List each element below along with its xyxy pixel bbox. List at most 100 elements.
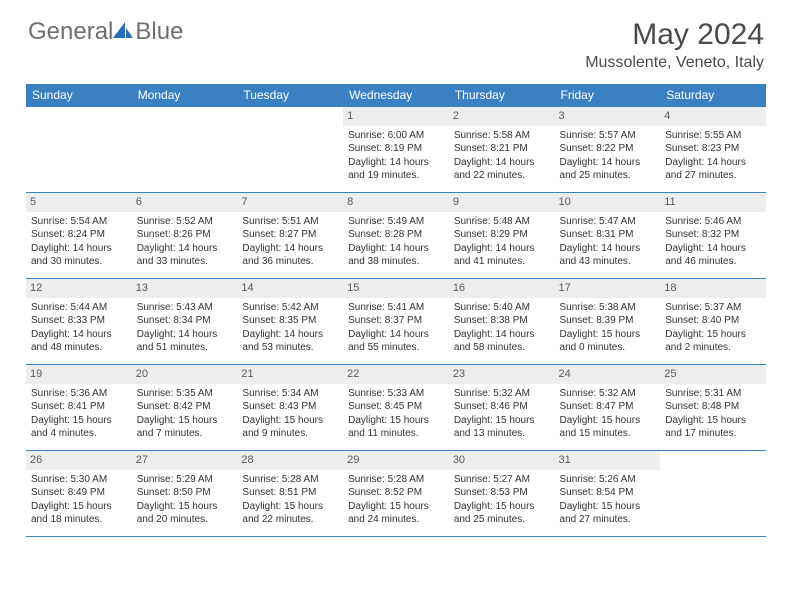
day-number: 15 xyxy=(343,279,449,298)
daylight-line1: Daylight: 14 hours xyxy=(348,156,444,170)
day-number: 17 xyxy=(555,279,661,298)
daylight-line2: and 7 minutes. xyxy=(137,427,233,441)
daylight-line1: Daylight: 15 hours xyxy=(560,414,656,428)
sunset-text: Sunset: 8:42 PM xyxy=(137,400,233,414)
day-number: 3 xyxy=(555,107,661,126)
daylight-line2: and 0 minutes. xyxy=(560,341,656,355)
calendar-week-row: 12Sunrise: 5:44 AMSunset: 8:33 PMDayligh… xyxy=(26,279,766,365)
weekday-header: Wednesday xyxy=(343,84,449,107)
calendar-day-cell: 18Sunrise: 5:37 AMSunset: 8:40 PMDayligh… xyxy=(660,279,766,365)
daylight-line2: and 25 minutes. xyxy=(454,513,550,527)
sunset-text: Sunset: 8:50 PM xyxy=(137,486,233,500)
daylight-line1: Daylight: 14 hours xyxy=(137,242,233,256)
daylight-line2: and 53 minutes. xyxy=(242,341,338,355)
page-header: General Blue May 2024 Mussolente, Veneto… xyxy=(0,0,792,76)
day-number: 1 xyxy=(343,107,449,126)
sunrise-text: Sunrise: 5:27 AM xyxy=(454,473,550,487)
calendar-day-cell xyxy=(237,107,343,193)
daylight-line1: Daylight: 14 hours xyxy=(348,242,444,256)
sunrise-text: Sunrise: 5:30 AM xyxy=(31,473,127,487)
calendar-day-cell: 23 Sunrise: 5:32 AMSunset: 8:46 PMDayligh… xyxy=(449,365,555,451)
sunrise-text: Sunrise: 5:29 AM xyxy=(137,473,233,487)
sunrise-text: Sunrise: 5:28 AM xyxy=(348,473,444,487)
calendar-day-cell: 16Sunrise: 5:40 AMSunset: 8:38 PMDayligh… xyxy=(449,279,555,365)
daylight-line1: Daylight: 14 hours xyxy=(137,328,233,342)
sunset-text: Sunset: 8:34 PM xyxy=(137,314,233,328)
calendar-day-cell: 14Sunrise: 5:42 AMSunset: 8:35 PMDayligh… xyxy=(237,279,343,365)
sunset-text: Sunset: 8:53 PM xyxy=(454,486,550,500)
day-number: 27 xyxy=(132,451,238,470)
calendar-day-cell: 13Sunrise: 5:43 AMSunset: 8:34 PMDayligh… xyxy=(132,279,238,365)
daylight-line1: Daylight: 14 hours xyxy=(242,328,338,342)
sunrise-text: Sunrise: 5:43 AM xyxy=(137,301,233,315)
daylight-line2: and 11 minutes. xyxy=(348,427,444,441)
calendar-day-cell: 30Sunrise: 5:27 AMSunset: 8:53 PMDayligh… xyxy=(449,451,555,537)
calendar-day-cell: 7Sunrise: 5:51 AMSunset: 8:27 PMDaylight… xyxy=(237,193,343,279)
daylight-line2: and 46 minutes. xyxy=(665,255,761,269)
sunrise-text: Sunrise: 5:37 AM xyxy=(665,301,761,315)
sunrise-text: Sunrise: 5:38 AM xyxy=(560,301,656,315)
calendar-day-cell: 1 Sunrise: 6:00 AMSunset: 8:19 PMDaylight… xyxy=(343,107,449,193)
daylight-line2: and 36 minutes. xyxy=(242,255,338,269)
daylight-line1: Daylight: 15 hours xyxy=(665,414,761,428)
calendar-day-cell: 22Sunrise: 5:33 AMSunset: 8:45 PMDayligh… xyxy=(343,365,449,451)
sunset-text: Sunset: 8:33 PM xyxy=(31,314,127,328)
sunset-text: Sunset: 8:39 PM xyxy=(560,314,656,328)
sunset-text: Sunset: 8:27 PM xyxy=(242,228,338,242)
calendar-header-row: SundayMondayTuesdayWednesdayThursdayFrid… xyxy=(26,84,766,107)
sunrise-text: Sunrise: 5:54 AM xyxy=(31,215,127,229)
calendar-day-cell: 27Sunrise: 5:29 AMSunset: 8:50 PMDayligh… xyxy=(132,451,238,537)
daylight-line2: and 27 minutes. xyxy=(560,513,656,527)
sunset-text: Sunset: 8:38 PM xyxy=(454,314,550,328)
weekday-header: Monday xyxy=(132,84,238,107)
sunrise-text: Sunrise: 5:47 AM xyxy=(560,215,656,229)
daylight-line1: Daylight: 15 hours xyxy=(454,414,550,428)
daylight-line2: and 17 minutes. xyxy=(665,427,761,441)
sunrise-text: Sunrise: 5:28 AM xyxy=(242,473,338,487)
calendar-day-cell: 10Sunrise: 5:47 AMSunset: 8:31 PMDayligh… xyxy=(555,193,661,279)
sunset-text: Sunset: 8:29 PM xyxy=(454,228,550,242)
day-number: 19 xyxy=(26,365,132,384)
brand-word1: General xyxy=(28,18,113,46)
calendar-day-cell: 29Sunrise: 5:28 AMSunset: 8:52 PMDayligh… xyxy=(343,451,449,537)
sunset-text: Sunset: 8:46 PM xyxy=(454,400,550,414)
daylight-line1: Daylight: 14 hours xyxy=(665,242,761,256)
calendar-day-cell: 31Sunrise: 5:26 AMSunset: 8:54 PMDayligh… xyxy=(555,451,661,537)
calendar-week-row: 5Sunrise: 5:54 AMSunset: 8:24 PMDaylight… xyxy=(26,193,766,279)
daylight-line2: and 18 minutes. xyxy=(31,513,127,527)
calendar-day-cell: 8Sunrise: 5:49 AMSunset: 8:28 PMDaylight… xyxy=(343,193,449,279)
sunrise-text: Sunrise: 5:55 AM xyxy=(665,129,761,143)
day-number: 14 xyxy=(237,279,343,298)
calendar-day-cell xyxy=(132,107,238,193)
sunrise-text: Sunrise: 5:42 AM xyxy=(242,301,338,315)
daylight-line2: and 2 minutes. xyxy=(665,341,761,355)
sunrise-text: Sunrise: 5:32 AM xyxy=(454,387,550,401)
calendar-day-cell: 12Sunrise: 5:44 AMSunset: 8:33 PMDayligh… xyxy=(26,279,132,365)
daylight-line2: and 33 minutes. xyxy=(137,255,233,269)
daylight-line1: Daylight: 14 hours xyxy=(560,156,656,170)
daylight-line2: and 51 minutes. xyxy=(137,341,233,355)
daylight-line2: and 22 minutes. xyxy=(454,169,550,183)
daylight-line1: Daylight: 14 hours xyxy=(31,328,127,342)
sunrise-text: Sunrise: 5:52 AM xyxy=(137,215,233,229)
daylight-line1: Daylight: 15 hours xyxy=(454,500,550,514)
day-number: 28 xyxy=(237,451,343,470)
sunrise-text: Sunrise: 6:00 AM xyxy=(348,129,444,143)
day-number: 11 xyxy=(660,193,766,212)
sunset-text: Sunset: 8:41 PM xyxy=(31,400,127,414)
weekday-header: Friday xyxy=(555,84,661,107)
day-number: 23 xyxy=(449,365,555,384)
daylight-line1: Daylight: 15 hours xyxy=(242,500,338,514)
daylight-line2: and 9 minutes. xyxy=(242,427,338,441)
day-number: 26 xyxy=(26,451,132,470)
day-number: 25 xyxy=(660,365,766,384)
calendar-day-cell: 6Sunrise: 5:52 AMSunset: 8:26 PMDaylight… xyxy=(132,193,238,279)
calendar-day-cell: 3Sunrise: 5:57 AMSunset: 8:22 PMDaylight… xyxy=(555,107,661,193)
daylight-line2: and 25 minutes. xyxy=(560,169,656,183)
day-number: 4 xyxy=(660,107,766,126)
daylight-line2: and 19 minutes. xyxy=(348,169,444,183)
month-title: May 2024 xyxy=(585,18,764,52)
weekday-header: Tuesday xyxy=(237,84,343,107)
daylight-line1: Daylight: 15 hours xyxy=(665,328,761,342)
sunset-text: Sunset: 8:19 PM xyxy=(348,142,444,156)
